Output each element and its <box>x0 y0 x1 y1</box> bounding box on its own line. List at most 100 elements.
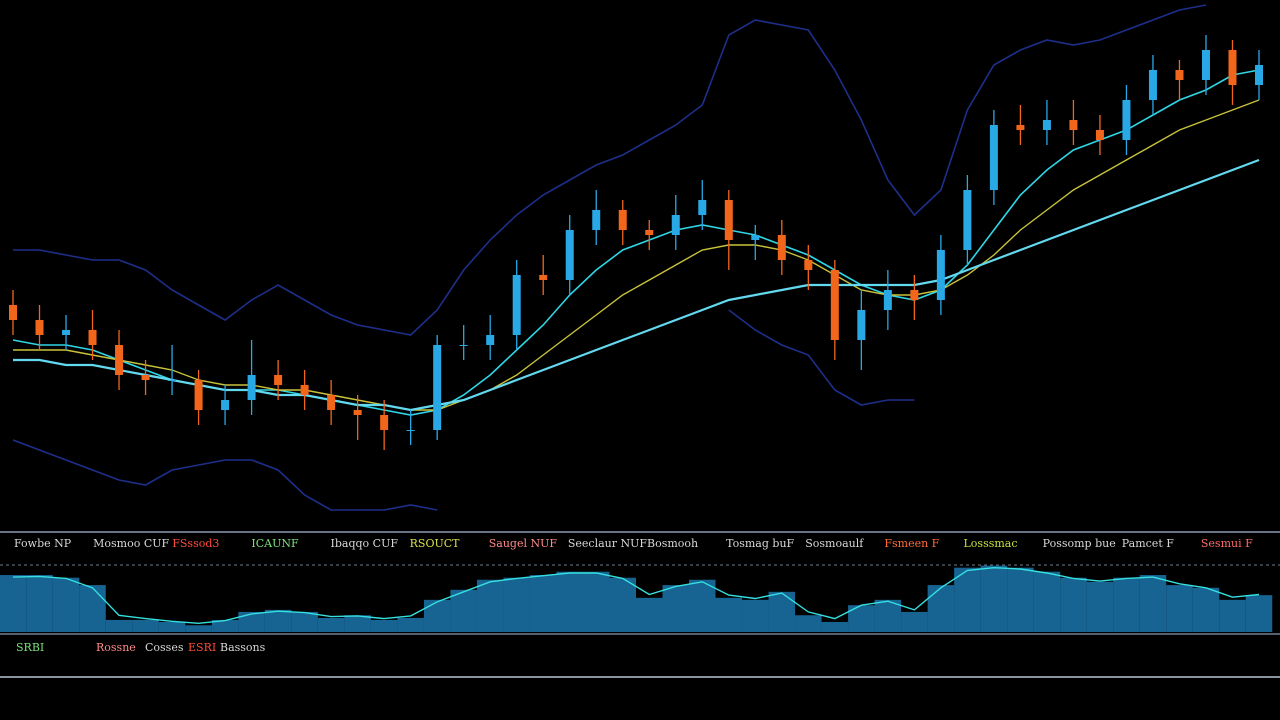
candle-body <box>698 200 707 215</box>
candle-body <box>221 400 230 410</box>
oscillator-bar <box>874 599 902 632</box>
candle-body <box>1122 100 1131 140</box>
candle-body <box>406 430 415 431</box>
candle-body <box>1016 125 1025 130</box>
candle-body <box>512 275 521 335</box>
candle-body <box>1148 70 1157 100</box>
oscillator-bar <box>370 619 398 632</box>
oscillator-bar <box>1060 577 1087 632</box>
indicator-label: Saugel NUF <box>489 537 558 550</box>
oscillator-bar <box>529 575 557 632</box>
candle-body <box>353 410 362 415</box>
candle-body <box>327 395 336 410</box>
oscillator-bar <box>79 585 106 632</box>
candle-body <box>1042 120 1051 130</box>
oscillator-bar <box>582 571 610 632</box>
oscillator-bar <box>636 597 663 632</box>
candle-body <box>671 215 680 235</box>
candle-body <box>115 345 124 375</box>
oscillator-bar <box>423 599 451 632</box>
candle-body <box>486 335 495 345</box>
indicator-line <box>13 4 1207 336</box>
oscillator-bar <box>662 585 690 632</box>
oscillator-bar <box>1192 587 1220 632</box>
candle-body <box>274 375 283 385</box>
candle-body <box>35 320 44 335</box>
candle-body <box>618 210 627 230</box>
oscillator-bar <box>1033 571 1061 632</box>
oscillator-bar <box>1007 567 1034 632</box>
candle-body <box>777 235 786 260</box>
oscillator-bar <box>556 571 583 632</box>
candle-body <box>936 250 945 300</box>
candle-body <box>592 210 601 230</box>
indicator-label: Possomp bue <box>1043 537 1116 550</box>
oscillator-bar <box>52 577 80 632</box>
candle-body <box>724 200 733 240</box>
oscillator-bar <box>927 585 955 632</box>
oscillator-bar <box>185 625 212 632</box>
indicator-label: FSssod3 <box>172 537 219 550</box>
oscillator-bar <box>105 619 133 632</box>
oscillator-bar <box>238 611 265 632</box>
oscillator-bar <box>795 615 822 632</box>
oscillator-bar <box>715 597 743 632</box>
oscillator-bar <box>397 617 424 632</box>
status-label: ESRI <box>188 641 216 654</box>
oscillator-bar <box>901 611 928 632</box>
candle-body <box>88 330 97 345</box>
indicator-label: RSOUCT <box>410 537 461 550</box>
candle-body <box>433 345 442 430</box>
oscillator-bar <box>689 579 716 632</box>
candle-body <box>645 230 654 235</box>
indicator-label: Fowbe NP <box>14 537 72 550</box>
candle-body <box>459 345 468 346</box>
oscillator-bar <box>0 575 27 632</box>
indicator-label: Mosmoo CUF <box>93 537 169 550</box>
candle-body <box>539 275 548 280</box>
oscillator-bar <box>503 577 530 632</box>
oscillator-bar <box>1219 599 1246 632</box>
oscillator-bar <box>344 615 371 632</box>
status-label: Cosses <box>145 641 184 654</box>
indicator-label: Pamcet F <box>1122 537 1174 550</box>
oscillator-bar <box>450 589 477 632</box>
oscillator-bar <box>1113 577 1140 632</box>
indicator-label: Losssmac <box>964 537 1018 550</box>
candle-body <box>247 375 256 400</box>
candle-body <box>989 125 998 190</box>
oscillator-bar <box>609 577 636 632</box>
oscillator-bar <box>158 621 186 632</box>
oscillator-bar <box>1166 585 1193 632</box>
indicator-label: Sesmui F <box>1201 537 1253 550</box>
candle-body <box>168 380 177 381</box>
candle-body <box>380 415 389 430</box>
oscillator-bar <box>264 609 292 632</box>
oscillator-bar <box>768 591 796 632</box>
candle-body <box>9 305 17 320</box>
candle-body <box>565 230 574 280</box>
oscillator-bar <box>26 575 53 632</box>
status-label: Rossne <box>96 641 136 654</box>
oscillator-bar <box>742 599 769 632</box>
candle-body <box>857 310 866 340</box>
candle-body <box>141 375 150 380</box>
oscillator-bar <box>821 621 849 632</box>
indicator-label: Seeclaur NUF <box>568 537 648 550</box>
status-label: Bassons <box>220 641 266 654</box>
candle-body <box>1228 50 1237 85</box>
indicator-label: Tosmag buF <box>726 537 794 550</box>
oscillator-bar <box>476 579 504 632</box>
oscillator-bar <box>211 619 239 632</box>
candle-body <box>1201 50 1210 80</box>
candle-body <box>883 290 892 310</box>
oscillator-bar <box>980 565 1008 632</box>
indicator-label: Sosmoaulf <box>805 537 864 550</box>
candle-body <box>751 235 760 240</box>
oscillator-bar <box>291 611 318 632</box>
candle-body <box>804 260 813 270</box>
indicator-label: ICAUNF <box>251 537 299 550</box>
status-label: SRBI <box>16 641 44 654</box>
